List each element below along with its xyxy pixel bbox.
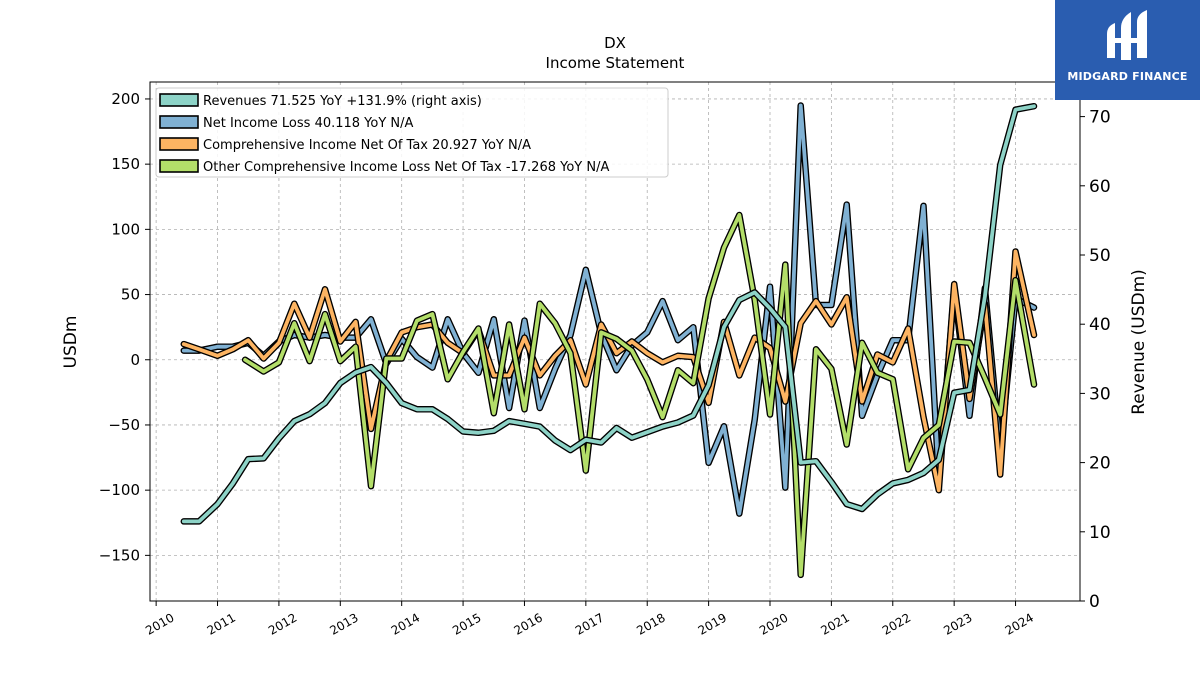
logo-mark-icon	[1107, 10, 1147, 60]
x-tick-label: 2015	[450, 610, 483, 637]
legend-swatch	[159, 137, 199, 151]
chart-title: DX	[604, 34, 626, 52]
y-right-tick-label: 0	[1089, 592, 1100, 612]
x-tick-label: 2023	[941, 610, 974, 637]
legend-swatch	[159, 159, 199, 173]
y-right-tick-label: 10	[1089, 523, 1111, 543]
legend: Revenues 71.525 YoY +131.9% (right axis)…	[155, 87, 669, 178]
chart-subtitle: Income Statement	[546, 54, 685, 72]
y-tick-label: 0	[130, 351, 140, 369]
series-line-3	[243, 213, 1036, 577]
legend-box	[155, 87, 669, 178]
y-right-tick-label: 20	[1089, 454, 1111, 474]
x-tick-label: 2024	[1003, 610, 1036, 637]
legend-swatch	[159, 115, 199, 129]
legend-label: Net Income Loss 40.118 YoY N/A	[203, 116, 414, 131]
x-tick-label: 2011	[205, 610, 238, 637]
y-right-tick-label: 50	[1089, 246, 1111, 266]
y-tick-label: 100	[111, 220, 140, 238]
legend-label: Other Comprehensive Income Loss Net Of T…	[203, 160, 609, 175]
x-tick-label: 2018	[634, 610, 667, 637]
x-tick-label: 2013	[327, 610, 360, 637]
y-tick-label: −150	[99, 546, 140, 564]
y-right-tick-label: 60	[1089, 177, 1111, 197]
midgard-finance-logo: MIDGARD FINANCE	[1055, 0, 1200, 100]
x-tick-label: 2021	[818, 610, 851, 637]
series-lines	[180, 102, 1038, 579]
y-axis-label: USDm	[61, 316, 81, 369]
logo-text: MIDGARD FINANCE	[1067, 70, 1188, 83]
x-tick-label: 2014	[389, 610, 422, 637]
series-line-1	[181, 103, 1036, 516]
y-right-tick-label: 30	[1089, 384, 1111, 404]
y-tick-label: 150	[111, 155, 140, 173]
x-tick-label: 2022	[880, 610, 913, 637]
legend-label: Comprehensive Income Net Of Tax 20.927 Y…	[203, 138, 531, 153]
legend-label: Revenues 71.525 YoY +131.9% (right axis)	[203, 94, 482, 109]
x-tick-label: 2012	[266, 610, 299, 637]
x-tick-label: 2016	[512, 610, 545, 637]
y-axis-right-label: Revenue (USDm)	[1129, 269, 1149, 415]
series-line-0	[181, 104, 1036, 524]
y-right-tick-label: 40	[1089, 315, 1111, 335]
x-tick-label: 2019	[696, 610, 729, 637]
y-right-tick-label: 70	[1089, 108, 1111, 128]
y-tick-label: 200	[111, 90, 140, 108]
y-tick-label: −50	[108, 416, 140, 434]
x-tick-label: 2017	[573, 610, 606, 637]
x-tick-label: 2020	[757, 610, 790, 637]
y-tick-label: −100	[99, 481, 140, 499]
y-tick-label: 50	[121, 286, 140, 304]
plot-frame	[149, 81, 1081, 602]
legend-swatch	[159, 93, 199, 107]
x-tick-label: 2010	[143, 610, 176, 637]
